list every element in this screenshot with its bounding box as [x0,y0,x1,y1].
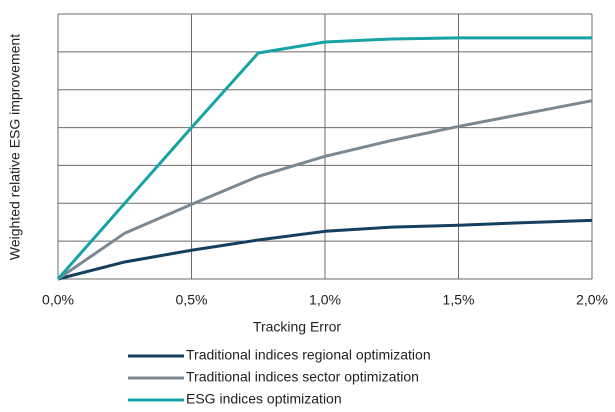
y-axis-label: Weighted relative ESG improvement [7,34,23,260]
series-line [56,36,592,280]
x-tick-label: 1,5% [443,292,475,308]
series-line [57,218,593,281]
legend-label: Traditional indices regional optimizatio… [186,347,431,363]
legend-label: Traditional indices sector optimization [186,369,419,385]
legend-label: ESG indices optimization [186,391,342,407]
x-tick-label: 0,0% [42,292,74,308]
x-tick-label: 2,0% [576,292,608,308]
x-tick-label: 1,0% [309,292,341,308]
x-axis-label: Tracking Error [253,319,342,335]
series-line [57,99,593,281]
x-tick-label: 0,5% [176,292,208,308]
